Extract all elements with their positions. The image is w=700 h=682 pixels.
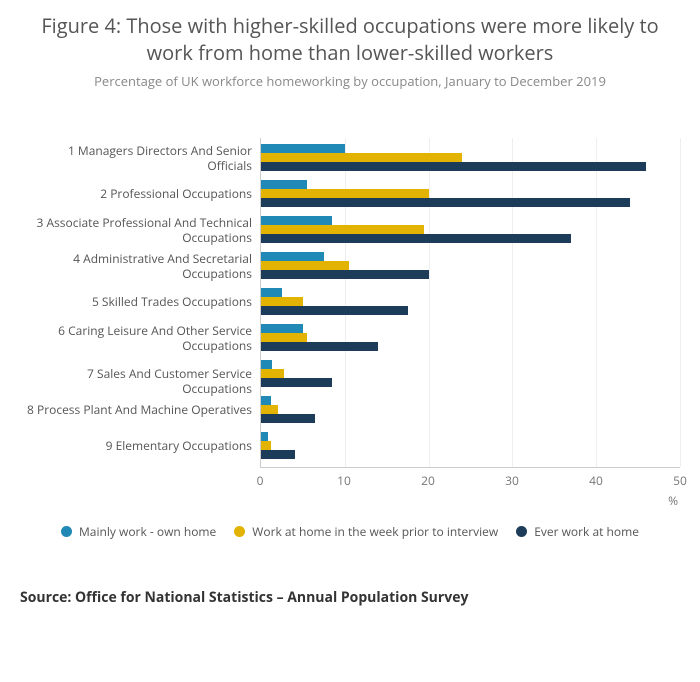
- x-axis-ticks: 01020304050: [260, 468, 680, 486]
- bar: [261, 288, 282, 297]
- grid-line: [680, 138, 681, 467]
- bar: [261, 405, 278, 414]
- bar: [261, 432, 268, 441]
- chart-area: 1 Managers Directors And Senior Official…: [20, 138, 680, 468]
- y-axis-label: 5 Skilled Trades Occupations: [22, 294, 252, 309]
- bar: [261, 144, 345, 153]
- bar: [261, 450, 295, 459]
- x-tick: 30: [505, 472, 519, 489]
- y-axis-label: 1 Managers Directors And Senior Official…: [22, 143, 252, 173]
- legend-label: Mainly work - own home: [79, 523, 216, 540]
- chart-title: Figure 4: Those with higher-skilled occu…: [20, 12, 680, 66]
- bar: [261, 225, 424, 234]
- x-tick: 40: [589, 472, 603, 489]
- grid-line: [512, 138, 513, 467]
- y-axis-label: 3 Associate Professional And Technical O…: [22, 215, 252, 245]
- bar: [261, 252, 324, 261]
- bar: [261, 216, 332, 225]
- plot-area: [260, 138, 680, 468]
- bar: [261, 198, 630, 207]
- bar: [261, 306, 408, 315]
- x-axis-label: %: [260, 492, 680, 509]
- bar: [261, 324, 303, 333]
- bar: [261, 333, 307, 342]
- legend-swatch: [61, 526, 72, 537]
- y-axis-label: 8 Process Plant And Machine Operatives: [22, 402, 252, 417]
- bar: [261, 414, 315, 423]
- legend-item: Mainly work - own home: [61, 523, 216, 540]
- y-axis-label: 9 Elementary Occupations: [22, 438, 252, 453]
- bar: [261, 270, 429, 279]
- x-tick: 10: [337, 472, 351, 489]
- legend-item: Ever work at home: [516, 523, 639, 540]
- bar: [261, 261, 349, 270]
- x-tick: 20: [421, 472, 435, 489]
- bar: [261, 360, 272, 369]
- x-tick: 0: [257, 472, 264, 489]
- grid-line: [345, 138, 346, 467]
- bar: [261, 234, 571, 243]
- grid-line: [596, 138, 597, 467]
- bar: [261, 189, 429, 198]
- legend-swatch: [234, 526, 245, 537]
- legend-item: Work at home in the week prior to interv…: [234, 523, 498, 540]
- legend-swatch: [516, 526, 527, 537]
- bar: [261, 342, 378, 351]
- bar: [261, 369, 284, 378]
- y-axis-labels: 1 Managers Directors And Senior Official…: [20, 138, 260, 468]
- y-axis-label: 7 Sales And Customer Service Occupations: [22, 366, 252, 396]
- y-axis-label: 2 Professional Occupations: [22, 186, 252, 201]
- legend-label: Work at home in the week prior to interv…: [252, 523, 498, 540]
- source-text: Source: Office for National Statistics –…: [20, 588, 680, 607]
- bar: [261, 297, 303, 306]
- bar: [261, 153, 462, 162]
- legend: Mainly work - own home Work at home in th…: [20, 523, 680, 540]
- chart-subtitle: Percentage of UK workforce homeworking b…: [20, 72, 680, 90]
- bar: [261, 441, 271, 450]
- legend-label: Ever work at home: [534, 523, 639, 540]
- y-axis-label: 4 Administrative And Secretarial Occupat…: [22, 251, 252, 281]
- x-tick: 50: [673, 472, 687, 489]
- bar: [261, 180, 307, 189]
- bar: [261, 396, 271, 405]
- grid-line: [429, 138, 430, 467]
- bar: [261, 378, 332, 387]
- y-axis-label: 6 Caring Leisure And Other Service Occup…: [22, 323, 252, 353]
- bar: [261, 162, 646, 171]
